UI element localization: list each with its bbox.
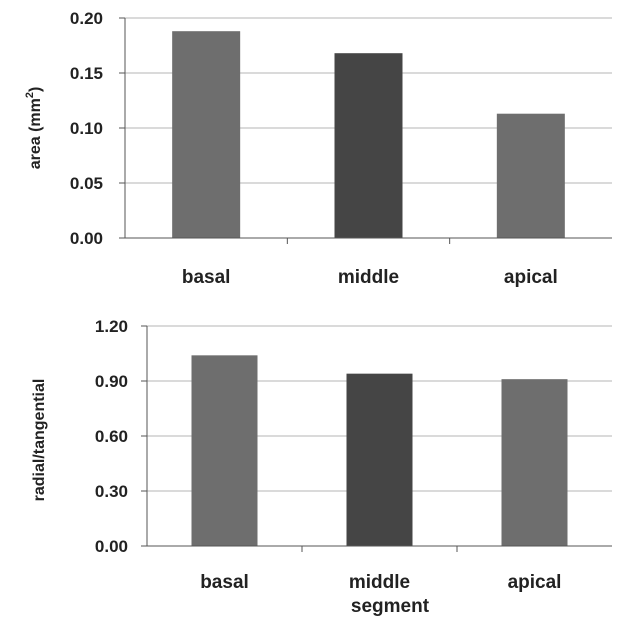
ratio-bars xyxy=(191,355,568,546)
area-y-axis-title-close: ) xyxy=(27,87,44,92)
area-y-tick-labels: 0.00 0.05 0.10 0.15 0.20 xyxy=(70,9,103,248)
area-y-axis-title: area (mm2) xyxy=(24,87,44,170)
area-bar-apical xyxy=(496,113,565,238)
ratio-category-label-middle: middle xyxy=(349,572,410,593)
ratio-y-tick-label: 1.20 xyxy=(95,317,128,336)
ratio-bar-apical xyxy=(501,379,568,546)
area-y-tick-label: 0.15 xyxy=(70,64,103,83)
ratio-y-tick-label: 0.30 xyxy=(95,482,128,501)
ratio-bar-middle xyxy=(346,373,413,546)
ratio-y-tick-label: 0.90 xyxy=(95,372,128,391)
ratio-category-label-apical: apical xyxy=(508,572,562,593)
ratio-y-tick-labels: 0.00 0.30 0.60 0.90 1.20 xyxy=(95,317,128,556)
area-category-label-apical: apical xyxy=(504,267,558,288)
ratio-category-labels: basal middle apical xyxy=(200,572,561,593)
area-y-tick-label: 0.10 xyxy=(70,119,103,138)
area-y-axis-title-main: area (mm xyxy=(27,98,44,169)
ratio-bar-chart: 0.00 0.30 0.60 0.90 1.20 basal middle apical r… xyxy=(31,317,612,617)
ratio-y-tick-label: 0.60 xyxy=(95,427,128,446)
area-category-label-middle: middle xyxy=(338,267,399,288)
area-axes xyxy=(119,17,612,244)
area-bar-middle xyxy=(334,53,403,239)
area-y-axis-title-sup: 2 xyxy=(24,92,36,98)
area-category-label-basal: basal xyxy=(182,267,231,288)
ratio-y-tick-label: 0.00 xyxy=(95,537,128,556)
area-y-tick-label: 0.00 xyxy=(70,229,103,248)
area-bars xyxy=(172,31,565,239)
area-category-labels: basal middle apical xyxy=(182,267,558,288)
ratio-category-label-basal: basal xyxy=(200,572,249,593)
ratio-y-axis-title: radial/tangential xyxy=(31,379,48,502)
ratio-x-axis-title: segment xyxy=(351,596,430,617)
area-bar-basal xyxy=(172,31,241,239)
area-y-tick-label: 0.05 xyxy=(70,174,103,193)
ratio-bar-basal xyxy=(191,355,258,546)
area-y-tick-label: 0.20 xyxy=(70,9,103,28)
ratio-axes xyxy=(141,325,612,552)
area-bar-chart: 0.00 0.05 0.10 0.15 0.20 basal middle apical a… xyxy=(24,9,612,288)
